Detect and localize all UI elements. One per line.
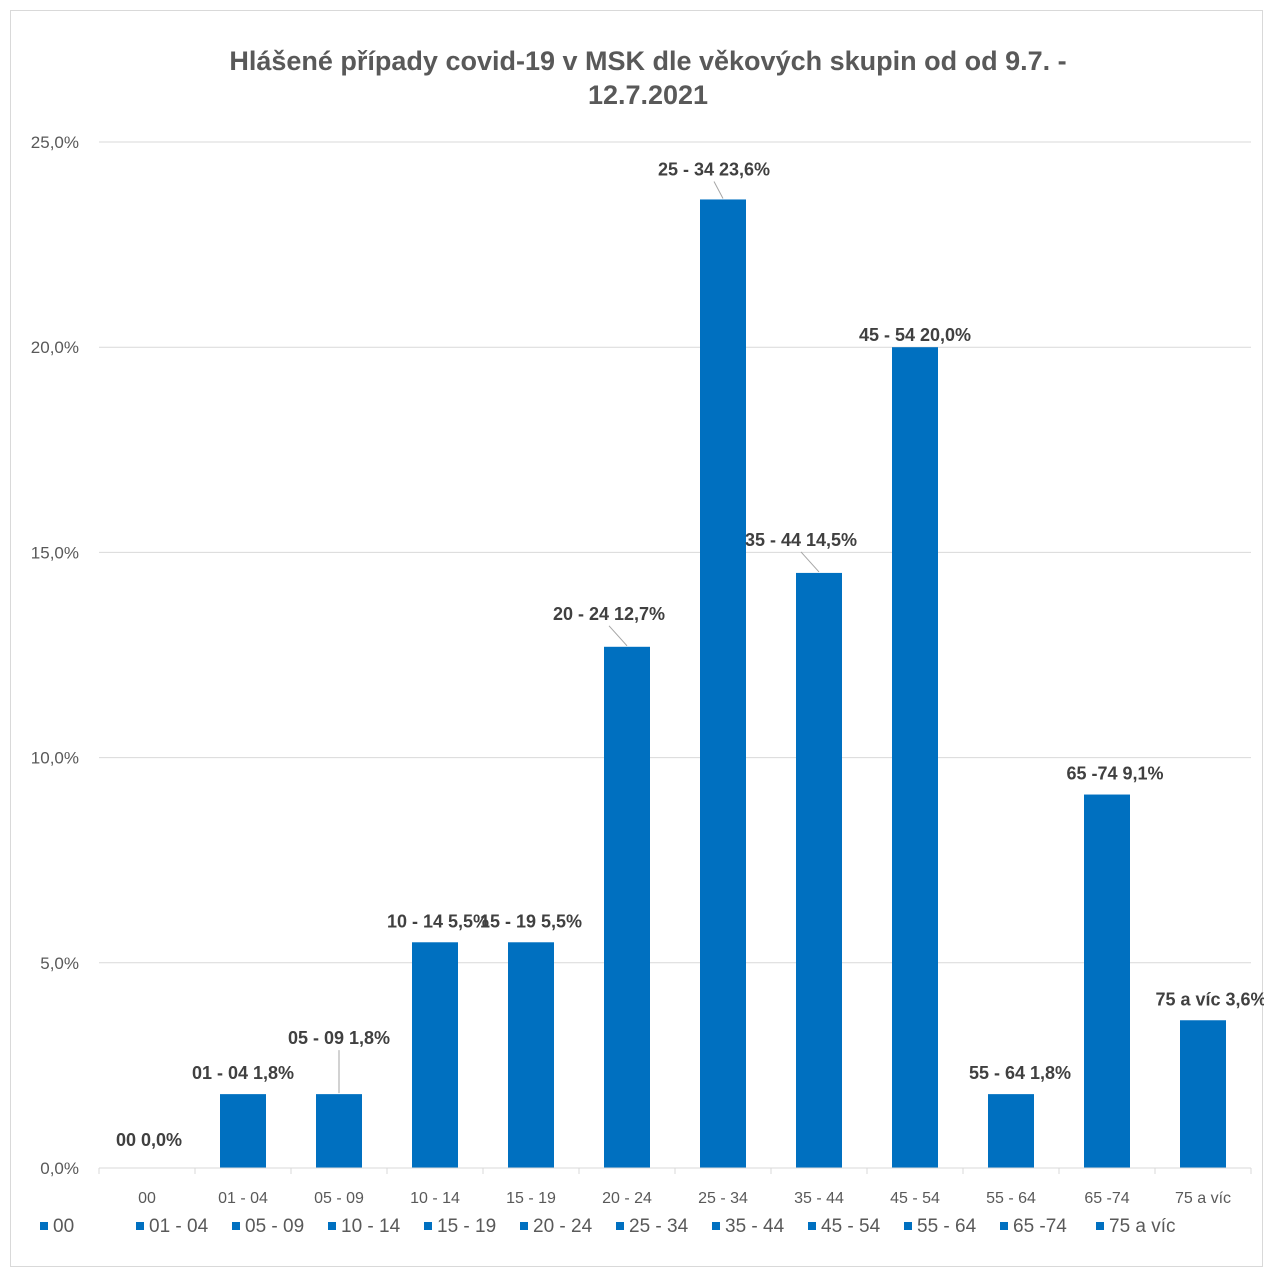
gridlines xyxy=(99,141,1251,1169)
legend-swatch xyxy=(1000,1222,1008,1230)
legend-swatch xyxy=(616,1222,624,1230)
data-label: 15 - 19 5,5% xyxy=(480,911,582,931)
bar xyxy=(508,942,554,1168)
chart-frame: Hlášené případy covid-19 v MSK dle věkov… xyxy=(10,10,1264,1267)
data-label: 05 - 09 1,8% xyxy=(288,1028,390,1048)
x-tick-label: 10 - 14 xyxy=(410,1190,460,1207)
x-tick-label: 35 - 44 xyxy=(794,1190,844,1207)
legend-label: 35 - 44 xyxy=(725,1216,785,1237)
data-label: 75 a víc 3,6% xyxy=(1155,989,1264,1009)
x-axis: 00 01 - 04 05 - 09 10 - 14 15 - 19 20 - 24 25 … xyxy=(98,1167,1252,1207)
y-tick-label: 10,0% xyxy=(31,749,79,768)
legend-label: 00 xyxy=(53,1216,74,1237)
x-tick-label: 15 - 19 xyxy=(506,1190,556,1207)
legend-label: 45 - 54 xyxy=(821,1216,881,1237)
x-tick-label: 01 - 04 xyxy=(218,1190,268,1207)
legend-label: 15 - 19 xyxy=(437,1216,496,1237)
y-tick-label: 0,0% xyxy=(40,1159,79,1178)
x-tick-label: 65 -74 xyxy=(1084,1190,1129,1207)
leader-line xyxy=(713,181,724,199)
leader-line xyxy=(608,625,628,647)
bar xyxy=(700,199,746,1168)
bar xyxy=(1180,1020,1226,1168)
legend: 00 01 - 04 05 - 09 10 - 14 15 - 19 20 - 24 25 … xyxy=(40,1216,1176,1237)
chart-title: Hlášené případy covid-19 v MSK dle věkov… xyxy=(229,46,1066,110)
y-axis: 0,0% 5,0% 10,0% 15,0% 20,0% 25,0% xyxy=(31,133,79,1178)
chart-title-line-1: Hlášené případy covid-19 v MSK dle věkov… xyxy=(229,46,1066,76)
data-label: 55 - 64 1,8% xyxy=(969,1063,1071,1083)
data-labels: 00 0,0% 01 - 04 1,8% 05 - 09 1,8% 10 - 14 5… xyxy=(116,159,1264,1150)
y-tick-label: 25,0% xyxy=(31,133,79,152)
x-tick-label: 25 - 34 xyxy=(698,1190,748,1207)
legend-label: 75 a víc xyxy=(1109,1216,1176,1237)
legend-swatch xyxy=(520,1222,528,1230)
data-label: 45 - 54 20,0% xyxy=(859,325,971,345)
y-tick-label: 5,0% xyxy=(40,954,79,973)
bar xyxy=(604,646,650,1168)
legend-swatch xyxy=(328,1222,336,1230)
legend-label: 01 - 04 xyxy=(149,1216,209,1237)
bar xyxy=(412,942,458,1168)
x-tick-label: 05 - 09 xyxy=(314,1190,364,1207)
leader-lines xyxy=(338,181,820,1094)
x-tick-label: 45 - 54 xyxy=(890,1190,940,1207)
x-tick-label: 00 xyxy=(138,1190,156,1207)
bar xyxy=(796,572,842,1168)
legend-label: 25 - 34 xyxy=(629,1216,689,1237)
data-label: 00 0,0% xyxy=(116,1130,182,1150)
x-tick-label: 20 - 24 xyxy=(602,1190,652,1207)
bar xyxy=(892,347,938,1168)
chart-title-line-2: 12.7.2021 xyxy=(588,80,708,110)
x-tick-label: 75 a víc xyxy=(1175,1190,1231,1207)
legend-label: 10 - 14 xyxy=(341,1216,401,1237)
legend-swatch xyxy=(1096,1222,1104,1230)
legend-label: 65 -74 xyxy=(1013,1216,1067,1237)
legend-label: 20 - 24 xyxy=(533,1216,593,1237)
bar xyxy=(988,1094,1034,1168)
bar xyxy=(220,1094,266,1168)
legend-swatch xyxy=(136,1222,144,1230)
legend-swatch xyxy=(424,1222,432,1230)
y-tick-label: 15,0% xyxy=(31,543,79,562)
legend-label: 55 - 64 xyxy=(917,1216,977,1237)
data-label: 10 - 14 5,5% xyxy=(387,911,489,931)
data-label: 20 - 24 12,7% xyxy=(553,604,665,624)
data-label: 35 - 44 14,5% xyxy=(745,530,857,550)
legend-swatch xyxy=(904,1222,912,1230)
data-label: 25 - 34 23,6% xyxy=(658,159,770,179)
leader-line xyxy=(800,551,820,573)
legend-swatch xyxy=(808,1222,816,1230)
data-label: 65 -74 9,1% xyxy=(1066,764,1163,784)
legend-swatch xyxy=(712,1222,720,1230)
data-label: 01 - 04 1,8% xyxy=(192,1063,294,1083)
bars xyxy=(124,199,1226,1168)
legend-swatch xyxy=(232,1222,240,1230)
legend-swatch xyxy=(40,1222,48,1230)
legend-label: 05 - 09 xyxy=(245,1216,304,1237)
bar xyxy=(316,1094,362,1168)
y-tick-label: 20,0% xyxy=(31,338,79,357)
bar xyxy=(1084,794,1130,1168)
chart-svg: Hlášené případy covid-19 v MSK dle věkov… xyxy=(31,46,1264,1237)
x-tick-label: 55 - 64 xyxy=(986,1190,1036,1207)
